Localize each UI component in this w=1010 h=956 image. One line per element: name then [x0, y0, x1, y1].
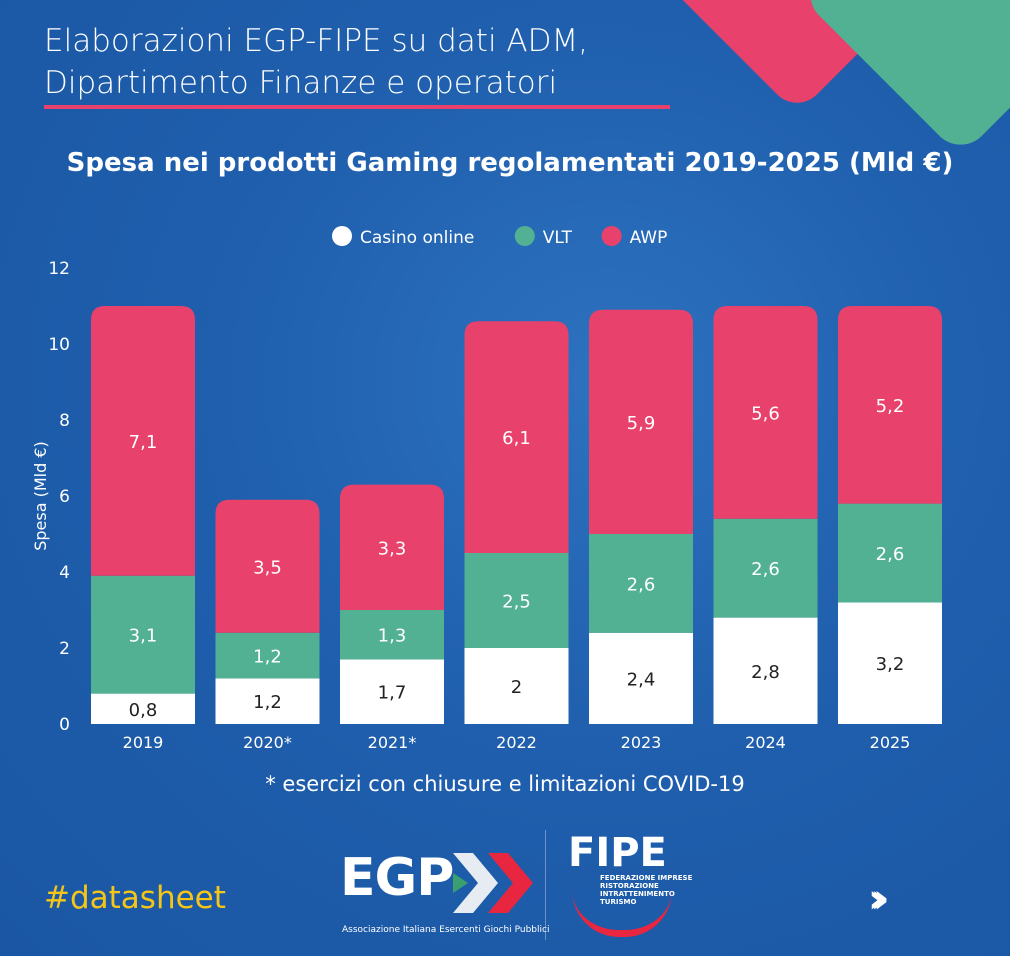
legend-marker [601, 226, 622, 246]
data-label: 2 [511, 677, 522, 698]
data-label: 1,7 [378, 683, 407, 704]
legend-label: AWP [630, 228, 668, 248]
data-label: 6,1 [502, 428, 531, 449]
data-label: 1,3 [378, 626, 407, 647]
data-label: 1,2 [253, 692, 282, 713]
data-label: 5,2 [876, 396, 905, 417]
x-tick-label: 2021* [368, 733, 417, 752]
legend-marker [332, 226, 352, 246]
bar-segment [589, 309, 693, 534]
source-line-1: Elaborazioni EGP-FIPE su dati ADM, [44, 23, 589, 59]
x-tick-label: 2025 [870, 733, 911, 752]
bar-segment [589, 534, 693, 633]
legend-label: VLT [543, 228, 573, 248]
bar-segment [464, 648, 569, 724]
fipe-line: FEDERAZIONE IMPRESE [600, 874, 693, 882]
data-label: 2,5 [502, 592, 531, 613]
data-label: 2,6 [627, 574, 656, 595]
bar-segment [215, 678, 320, 724]
bar-segment [91, 575, 195, 694]
bar-segment [340, 610, 444, 660]
x-tick-label: 2019 [123, 733, 164, 752]
covid-footnote: * esercizi con chiusure e limitazioni CO… [265, 772, 745, 796]
bar-segment [340, 484, 444, 610]
y-tick-label: 6 [59, 487, 70, 507]
y-tick-label: 10 [48, 335, 70, 355]
data-label: 3,2 [876, 654, 905, 675]
egp-logo: EGP [340, 848, 533, 913]
egp-logo-text: EGP [340, 848, 454, 908]
data-label: 5,9 [627, 413, 656, 434]
bar-segment [713, 617, 818, 724]
bar-segment [838, 602, 942, 724]
stacked-bar-chart: 0 2 4 6 8 10 12 Spesa (Mld €) Casino online VLT AW… [31, 226, 942, 752]
bar-segment [838, 306, 942, 504]
source-line-2: Dipartimento Finanze e operatori [44, 65, 558, 101]
bar-segment [464, 553, 569, 648]
logo-separator [545, 830, 546, 940]
bar-segment [340, 659, 444, 724]
bar-segment [215, 499, 320, 633]
bar-segment [464, 321, 569, 553]
egp-chevrons-icon [453, 853, 533, 913]
bar-segment [589, 632, 693, 724]
x-tick-label: 2024 [745, 733, 786, 752]
legend-marker [514, 226, 535, 246]
chevrons-right-icon[interactable]: ››› [868, 876, 890, 922]
legend-label: Casino online [360, 228, 474, 248]
data-label: 2,6 [876, 544, 905, 565]
bar-segment [838, 503, 942, 603]
fipe-smile-mark [572, 890, 672, 937]
y-tick-label: 0 [59, 715, 70, 735]
data-label: 2,4 [627, 669, 656, 690]
y-axis-label: Spesa (Mld €) [31, 441, 50, 551]
y-tick-label: 8 [59, 411, 70, 431]
x-tick-label: 2022 [496, 733, 537, 752]
data-label: 3,3 [378, 538, 407, 559]
y-tick-label: 4 [59, 563, 70, 583]
data-label: 2,6 [751, 559, 780, 580]
data-label: 5,6 [751, 403, 780, 424]
x-tick-label: 2023 [621, 733, 662, 752]
egp-tagline: Associazione Italiana Esercenti Giochi P… [342, 925, 550, 935]
bar-segment [713, 518, 818, 618]
data-label: 3,1 [129, 626, 158, 647]
hashtag: #datasheet [44, 880, 226, 916]
fipe-logo: FIPE [568, 830, 667, 876]
source-note: Elaborazioni EGP-FIPE su dati ADM, Dipar… [44, 20, 588, 104]
bar-segment [91, 306, 195, 576]
bar-segment [91, 693, 195, 724]
data-label: 3,5 [253, 557, 282, 578]
data-label: 7,1 [129, 432, 158, 453]
title-underline [44, 105, 670, 109]
fipe-line: RISTORAZIONE [600, 882, 659, 890]
y-tick-label: 2 [59, 639, 70, 659]
data-label: 2,8 [751, 662, 780, 683]
bar-segment [713, 306, 818, 519]
data-label: 1,2 [253, 647, 282, 668]
data-label: 0,8 [129, 700, 158, 721]
x-tick-label: 2020* [243, 733, 292, 752]
bar-segment [215, 632, 320, 679]
y-tick-label: 12 [48, 259, 70, 279]
chart-title: Spesa nei prodotti Gaming regolamentati … [66, 148, 954, 178]
